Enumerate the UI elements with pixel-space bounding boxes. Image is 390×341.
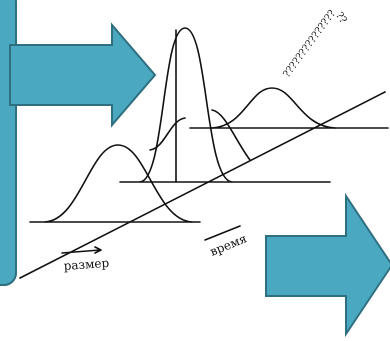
question-marks-text: ????????????????? xyxy=(282,8,349,79)
distribution-curve xyxy=(212,88,335,128)
arrow xyxy=(266,196,390,334)
question-marks: ????????????????? xyxy=(282,8,349,79)
distribution-curve xyxy=(140,28,232,182)
diagram: ????????????????? размер время xyxy=(0,0,390,341)
size-label: размер xyxy=(63,256,110,273)
distribution-curve xyxy=(212,110,250,160)
arrow xyxy=(10,25,155,125)
distribution-curve xyxy=(45,145,192,222)
size-arrow xyxy=(62,250,100,253)
distribution-curve xyxy=(150,118,185,150)
side-panel xyxy=(0,0,16,285)
page: {"labels": {"size": "размер", "time": "в… xyxy=(0,0,390,341)
time-label: время xyxy=(208,231,249,258)
